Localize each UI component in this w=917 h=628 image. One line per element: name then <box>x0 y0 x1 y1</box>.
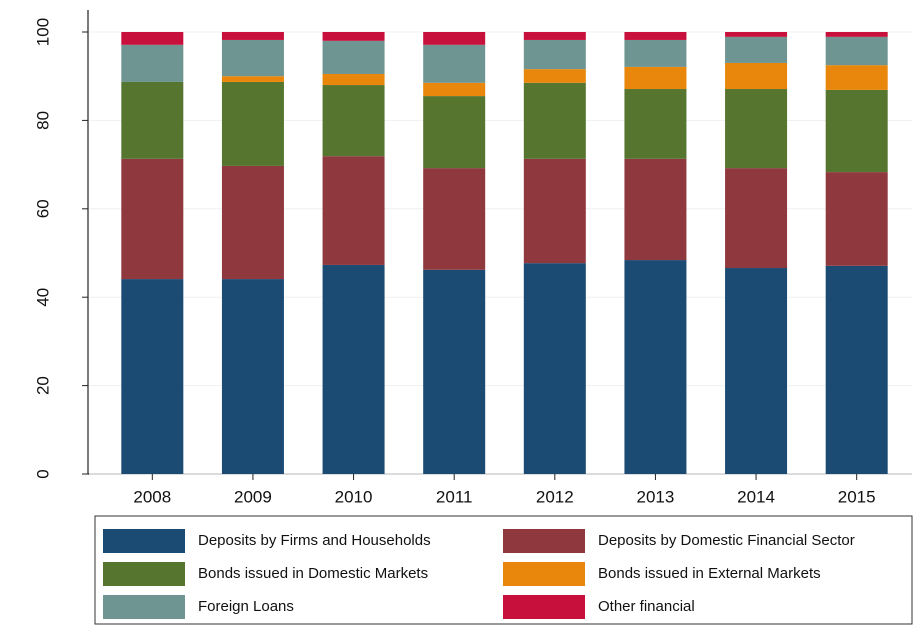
y-tick-label: 0 <box>33 469 52 478</box>
bar-segment <box>221 81 284 166</box>
bar-segment <box>725 62 788 90</box>
legend-swatch <box>503 595 585 619</box>
legend-label: Other financial <box>598 598 695 615</box>
x-tick-label: 2014 <box>737 487 775 506</box>
bar-segment <box>725 168 788 269</box>
bar-segment <box>322 264 385 474</box>
legend-label: Bonds issued in Domestic Markets <box>198 565 428 582</box>
legend-swatch <box>503 562 585 586</box>
x-tick-label: 2010 <box>335 487 373 506</box>
bar-segment <box>221 39 284 77</box>
bar-segment <box>624 39 687 67</box>
bar-segment <box>523 158 586 264</box>
bar-segment <box>121 81 184 159</box>
bar-segment <box>221 279 284 474</box>
legend-label: Deposits by Firms and Households <box>198 532 431 549</box>
bar-segment <box>725 268 788 474</box>
x-tick-label: 2012 <box>536 487 574 506</box>
legend-swatch <box>503 529 585 553</box>
bar-segment <box>825 265 888 474</box>
bar-segment <box>121 44 184 82</box>
bar-segment <box>825 65 888 90</box>
legend-swatch <box>103 529 185 553</box>
bar-segment <box>523 39 586 70</box>
bar-segment <box>322 40 385 74</box>
y-tick-label: 80 <box>33 111 52 130</box>
bar-segment <box>825 36 888 66</box>
legend: Deposits by Firms and Households Deposits… <box>103 529 855 619</box>
bar-segment <box>624 158 687 261</box>
bar-segment <box>423 44 486 83</box>
bar-segment <box>624 260 687 474</box>
bar-segment <box>121 32 184 45</box>
legend-label: Foreign Loans <box>198 598 294 615</box>
bar-segment <box>423 269 486 474</box>
bar-segment <box>121 158 184 280</box>
bar-segment <box>523 32 586 40</box>
bar-segment <box>221 76 284 82</box>
legend-label: Deposits by Domestic Financial Sector <box>598 532 855 549</box>
bar-segment <box>725 32 788 37</box>
bar-segment <box>423 32 486 45</box>
bar-segment <box>825 89 888 173</box>
bar-segment <box>825 32 888 37</box>
bar-segment <box>423 168 486 270</box>
legend-label: Bonds issued in External Markets <box>598 565 821 582</box>
legend-swatch <box>103 595 185 619</box>
bar-segment <box>221 165 284 280</box>
bar-segment <box>523 263 586 474</box>
x-tick-label: 2009 <box>234 487 272 506</box>
y-tick-label: 60 <box>33 199 52 218</box>
legend-swatch <box>103 562 185 586</box>
bar-segment <box>624 32 687 40</box>
bar-segment <box>624 89 687 159</box>
bar-segment <box>121 279 184 474</box>
x-tick-label: 2011 <box>436 487 473 506</box>
bar-segment <box>322 85 385 157</box>
bar-segment <box>725 89 788 169</box>
x-tick-label: 2008 <box>133 487 171 506</box>
bar-segment <box>322 156 385 265</box>
bar-segment <box>825 172 888 266</box>
bar-segment <box>725 36 788 63</box>
y-tick-label: 40 <box>33 288 52 307</box>
bar-segment <box>523 82 586 159</box>
y-tick-label: 20 <box>33 376 52 395</box>
bar-segment <box>423 82 486 97</box>
x-tick-label: 2013 <box>637 487 675 506</box>
x-tick-label: 2015 <box>838 487 876 506</box>
bar-segment <box>221 32 284 40</box>
y-tick-label: 100 <box>33 18 52 46</box>
bar-segment <box>322 32 385 41</box>
legend-box <box>94 515 913 625</box>
bar-segment <box>624 66 687 90</box>
bar-segment <box>322 73 385 86</box>
bar-segment <box>423 96 486 169</box>
bar-segment <box>523 69 586 83</box>
